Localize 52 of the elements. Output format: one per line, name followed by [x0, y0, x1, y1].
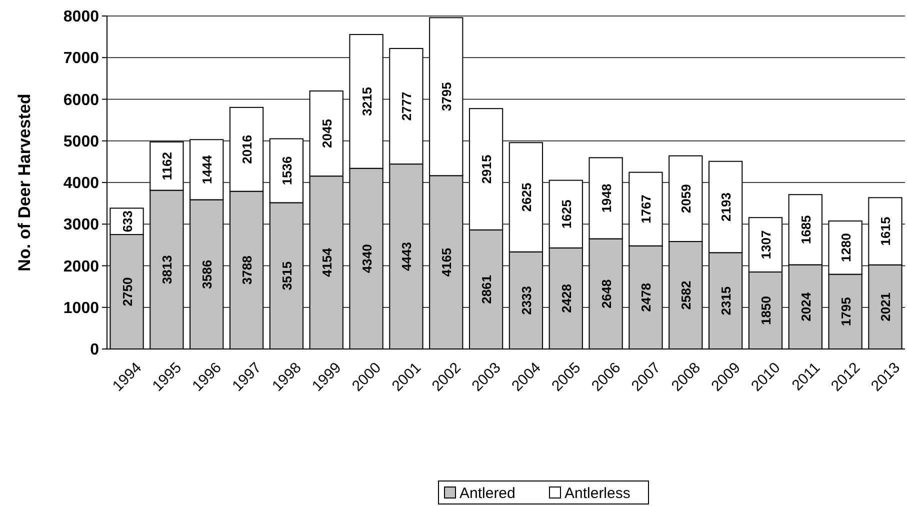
legend-label: Antlerless: [564, 485, 630, 502]
data-label: 3515: [279, 261, 294, 290]
y-tick-label: 3000: [63, 216, 100, 234]
data-label: 3788: [240, 256, 255, 285]
data-label: 2428: [558, 284, 574, 313]
data-label: 2625: [518, 182, 534, 212]
y-tick-label: 7000: [63, 50, 100, 68]
data-label: 2750: [120, 277, 135, 306]
data-label: 1850: [758, 296, 774, 325]
data-label: 4165: [439, 248, 454, 277]
data-label: 2333: [518, 286, 534, 315]
data-label: 4443: [399, 242, 414, 271]
data-label: 1625: [558, 200, 574, 229]
data-label: 1280: [838, 233, 854, 262]
data-label: 2861: [479, 274, 494, 304]
y-tick-label: 6000: [63, 92, 100, 109]
data-label: 2582: [678, 280, 694, 310]
y-tick-label: 4000: [63, 175, 100, 192]
data-label: 1536: [279, 156, 294, 186]
data-label: 2016: [240, 134, 255, 164]
data-label: 2478: [638, 282, 654, 312]
data-label: 1795: [838, 297, 854, 326]
data-label: 1615: [878, 216, 894, 246]
y-tick-label: 5000: [63, 133, 100, 150]
y-axis-title: No. of Deer Harvested: [15, 94, 34, 272]
y-tick-label: 2000: [63, 258, 100, 276]
data-label: 1307: [758, 230, 774, 260]
y-tick-label: 1000: [63, 300, 100, 317]
data-label: 2648: [598, 279, 614, 308]
data-label: 1162: [160, 152, 175, 180]
y-tick-label: 8000: [63, 8, 100, 26]
data-label: 2315: [718, 286, 734, 316]
data-label: 2045: [319, 119, 334, 148]
data-label: 1444: [200, 154, 215, 184]
data-label: 1685: [798, 215, 814, 244]
data-label: 2059: [678, 184, 694, 214]
data-label: 3795: [439, 82, 454, 112]
data-label: 4340: [359, 244, 374, 274]
data-label: 2021: [878, 292, 894, 322]
data-label: 4154: [319, 247, 334, 278]
data-label: 2915: [479, 154, 494, 184]
data-label: 3813: [160, 255, 175, 284]
data-label: 1767: [638, 194, 654, 224]
data-label: 3586: [200, 260, 215, 289]
legend-label: Antlered: [460, 485, 516, 502]
data-label: 633: [120, 210, 135, 232]
data-label: 2777: [399, 92, 414, 121]
data-label: 1948: [598, 184, 614, 213]
data-label: 2193: [718, 192, 734, 222]
data-label: 3215: [359, 86, 374, 116]
data-label: 2024: [798, 292, 814, 322]
y-tick-label: 0: [90, 342, 100, 359]
